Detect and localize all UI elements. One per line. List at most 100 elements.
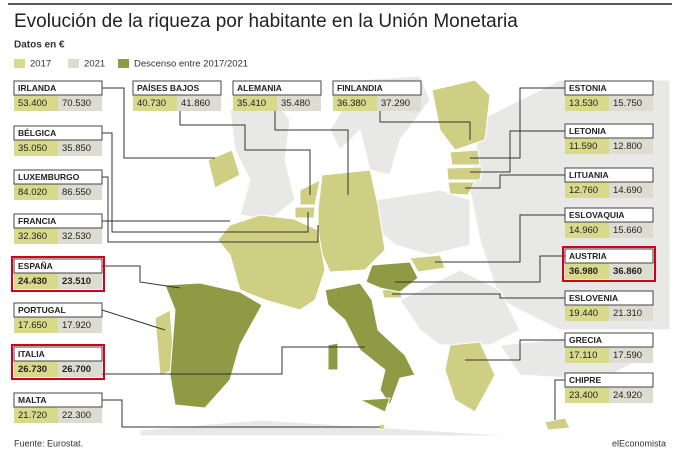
value-2017: 40.730 xyxy=(137,98,166,109)
value-2021-bg xyxy=(377,95,421,111)
value-2017: 32.360 xyxy=(18,231,47,242)
leader xyxy=(101,309,166,331)
value-2017: 35.410 xyxy=(237,98,266,109)
country-name: IRLANDA xyxy=(18,83,56,93)
value-2021: 86.550 xyxy=(62,187,91,198)
country-box: ALEMANIA 35.410 35.480 xyxy=(232,80,322,111)
leader xyxy=(102,346,365,375)
country-box: ITALIA 26.730 26.700 xyxy=(11,344,105,380)
value-2017-bg xyxy=(14,95,58,111)
highlight-frame xyxy=(562,246,656,282)
value-2021: 15.750 xyxy=(613,98,642,109)
country-name: ESLOVAQUIA xyxy=(569,210,625,220)
value-2021-bg xyxy=(609,387,653,403)
leader xyxy=(274,110,349,195)
value-2021-bg xyxy=(58,317,102,333)
value-2017: 12.760 xyxy=(569,185,598,196)
value-2021-bg xyxy=(58,228,102,244)
leader xyxy=(435,214,565,263)
name-bg xyxy=(564,372,654,388)
value-2017: 17.110 xyxy=(569,350,597,361)
value-2017: 11.590 xyxy=(569,141,597,152)
value-2017-bg xyxy=(565,387,609,403)
value-2021: 26.700 xyxy=(62,364,91,375)
value-2017: 26.730 xyxy=(18,364,47,375)
value-2021-bg xyxy=(609,222,653,238)
country-name: FRANCIA xyxy=(18,216,56,226)
country-box: IRLANDA 53.400 70.530 xyxy=(13,80,103,111)
estonia xyxy=(449,149,481,166)
slovakia xyxy=(409,254,446,273)
austria xyxy=(365,261,419,293)
value-2017: 21.720 xyxy=(18,410,47,421)
value-2021-bg xyxy=(609,138,653,154)
highlight-frame xyxy=(11,344,105,380)
belgium xyxy=(294,206,316,219)
value-2017: 24.430 xyxy=(18,276,47,287)
name-bg xyxy=(132,80,222,96)
name-bg xyxy=(564,290,654,306)
leader xyxy=(102,399,380,428)
value-2021-bg xyxy=(177,95,221,111)
leader xyxy=(554,379,565,420)
country-box: FINLANDIA 36.380 37.290 xyxy=(332,80,422,111)
finland xyxy=(431,79,491,151)
lithuania xyxy=(447,181,476,196)
value-2017-bg xyxy=(565,347,609,363)
value-2017: 53.400 xyxy=(18,98,47,109)
value-2017: 17.650 xyxy=(18,320,47,331)
country-name: ESTONIA xyxy=(569,83,607,93)
sicily xyxy=(358,397,391,413)
ireland xyxy=(207,149,241,189)
country-name: ITALIA xyxy=(18,349,45,359)
name-bg xyxy=(13,258,103,274)
value-2017: 84.020 xyxy=(18,187,47,198)
value-2017: 19.440 xyxy=(569,308,598,319)
country-box: AUSTRIA 36.980 36.860 xyxy=(562,246,656,282)
value-2021: 21.310 xyxy=(613,308,642,319)
value-2021-bg xyxy=(58,407,102,423)
leader xyxy=(179,110,311,195)
value-2017-bg xyxy=(133,95,177,111)
value-2017-bg xyxy=(14,140,58,156)
value-2017-bg xyxy=(14,273,58,289)
value-2021-bg xyxy=(609,347,653,363)
country-box: ESTONIA 13.530 15.750 xyxy=(564,80,654,111)
country-name: ESLOVENIA xyxy=(569,293,618,303)
leader xyxy=(102,87,215,159)
leader xyxy=(470,130,565,173)
balkans xyxy=(399,269,521,346)
value-2021: 14.690 xyxy=(613,185,642,196)
name-bg xyxy=(564,248,654,264)
country-box: PORTUGAL 17.650 17.920 xyxy=(13,302,103,333)
name-bg xyxy=(232,80,322,96)
legend: 2017 2021 Descenso entre 2017/2021 xyxy=(14,59,248,70)
name-bg xyxy=(13,80,103,96)
country-name: GRECIA xyxy=(569,335,602,345)
name-bg xyxy=(13,346,103,362)
name-bg xyxy=(564,80,654,96)
legend-label: 2017 xyxy=(30,59,51,70)
value-2021-bg xyxy=(609,182,653,198)
source: Fuente: Eurostat. xyxy=(14,438,83,448)
value-2017-bg xyxy=(14,361,58,377)
leader xyxy=(470,87,565,159)
value-2021: 17.920 xyxy=(62,320,91,331)
leader xyxy=(395,255,565,283)
country-name: ALEMANIA xyxy=(237,83,282,93)
value-2021: 22.300 xyxy=(62,410,91,421)
value-2021: 70.530 xyxy=(62,98,91,109)
value-2021-bg xyxy=(58,140,102,156)
country-box: FRANCIA 32.360 32.530 xyxy=(13,213,103,244)
leader xyxy=(379,110,471,140)
country-name: AUSTRIA xyxy=(569,251,607,261)
value-2021-bg xyxy=(609,95,653,111)
value-2017: 36.380 xyxy=(337,98,366,109)
value-2017-bg xyxy=(14,228,58,244)
value-2021-bg xyxy=(277,95,321,111)
italy xyxy=(324,282,416,407)
name-bg xyxy=(564,207,654,223)
value-2017-bg xyxy=(14,317,58,333)
